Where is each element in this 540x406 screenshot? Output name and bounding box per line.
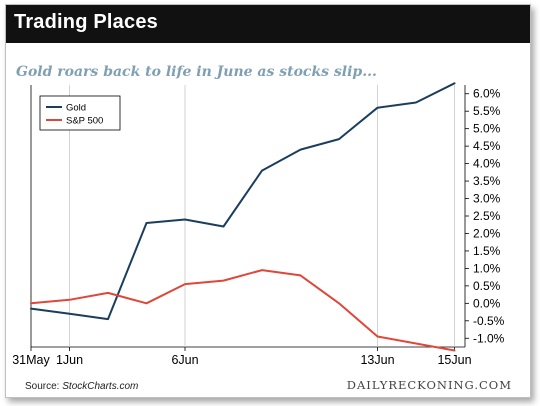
y-tick-label: 1.0% — [473, 261, 501, 275]
x-tick-label: 15Jun — [437, 353, 471, 367]
legend-box — [39, 95, 121, 131]
y-tick-label: 5.5% — [473, 104, 501, 118]
x-tick-label: 6Jun — [171, 353, 198, 367]
legend-label: S&P 500 — [66, 116, 103, 127]
y-tick-label: 0.0% — [473, 296, 501, 310]
x-tick-label: 13Jun — [360, 353, 394, 367]
x-tick-label: 1Jun — [56, 353, 83, 367]
source-name: StockCharts.com — [62, 381, 139, 392]
brand-mark: DAILYRECKONING.COM — [346, 378, 512, 392]
y-tick-label: 2.0% — [473, 226, 501, 240]
y-tick-label: 3.0% — [473, 192, 501, 206]
y-tick-label: 4.5% — [473, 139, 501, 153]
y-tick-label: 2.5% — [473, 209, 501, 223]
chart-card: Trading Places Gold roars back to life i… — [5, 4, 531, 398]
legend-label: Gold — [66, 103, 86, 114]
y-tick-label: 5.0% — [473, 122, 501, 136]
y-tick-label: 1.5% — [473, 244, 501, 258]
y-tick-label: -1.0% — [473, 331, 505, 345]
title-bar: Trading Places — [6, 5, 530, 43]
source-label: Source: — [25, 381, 63, 392]
y-tick-label: 4.0% — [473, 157, 501, 171]
y-tick-label: -0.5% — [473, 314, 505, 328]
line-chart: -1.0% -0.5% 0.0% 0.5% 1.0% 1.5% 2.0% 2.5% 3.0% 3.… — [12, 82, 505, 367]
y-tick-label: 3.5% — [473, 174, 501, 188]
y-tick-label: 0.5% — [473, 279, 501, 293]
chart-title: Trading Places — [14, 11, 158, 33]
x-tick-label: 31May — [12, 353, 50, 367]
source-note: Source: StockCharts.com — [25, 381, 138, 392]
chart-subtitle: Gold roars back to life in June as stock… — [16, 64, 377, 80]
series-line-gold — [30, 82, 456, 321]
series-line-s-p-500 — [30, 269, 456, 352]
y-tick-label: 6.0% — [473, 87, 501, 101]
